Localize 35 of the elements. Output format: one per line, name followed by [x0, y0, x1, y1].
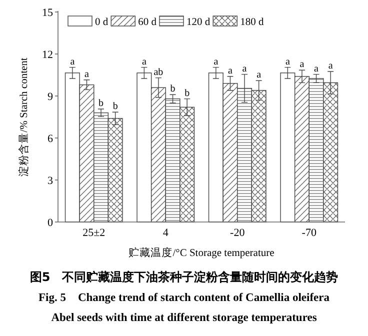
- caption: 图5 不同贮藏温度下油茶种子淀粉含量随时间的变化趋势: [30, 270, 338, 284]
- legend-label: 60 d: [138, 17, 158, 28]
- y-tick-label: 6: [48, 133, 54, 145]
- annotation: a: [142, 56, 147, 68]
- y-tick-label: 3: [48, 175, 54, 187]
- x-tick-label: 25±2: [82, 227, 106, 239]
- annotation: a: [300, 59, 305, 70]
- x-axis-title: 贮藏温度/°C Storage temperature: [128, 246, 275, 259]
- annotation: b: [170, 84, 176, 95]
- legend-label: 0 d: [95, 17, 109, 28]
- annotation: a: [214, 56, 219, 68]
- annotation: a: [256, 70, 262, 81]
- annotation: a: [328, 60, 334, 72]
- y-tick-label: 9: [48, 91, 54, 103]
- y-tick-label: 0: [48, 217, 54, 229]
- annotation: ab: [154, 66, 164, 78]
- x-tick-label: 4: [162, 227, 169, 239]
- x-tick-label: -20: [230, 227, 246, 239]
- annotation: a: [84, 68, 90, 80]
- y-tick-label: 15: [42, 7, 54, 19]
- annotation: b: [98, 98, 104, 110]
- annotation: b: [112, 101, 118, 112]
- annotation: a: [242, 63, 248, 74]
- annotation: a: [285, 56, 290, 68]
- caption: Fig. 5 Change trend of starch content of Camellia oleifera: [38, 292, 330, 304]
- x-tick-label: -70: [302, 227, 317, 239]
- legend-label: 120 d: [186, 17, 211, 28]
- y-axis-title: 淀粉含量/% Starch content: [17, 58, 30, 176]
- y-tick-label: 12: [42, 49, 53, 61]
- annotation: a: [70, 56, 76, 68]
- legend-label: 180 d: [240, 17, 264, 28]
- text: Abel seeds with time at different storage temperatures: [51, 312, 318, 324]
- annotation: a: [228, 65, 233, 76]
- annotation: a: [314, 63, 320, 74]
- annotation: b: [184, 88, 190, 99]
